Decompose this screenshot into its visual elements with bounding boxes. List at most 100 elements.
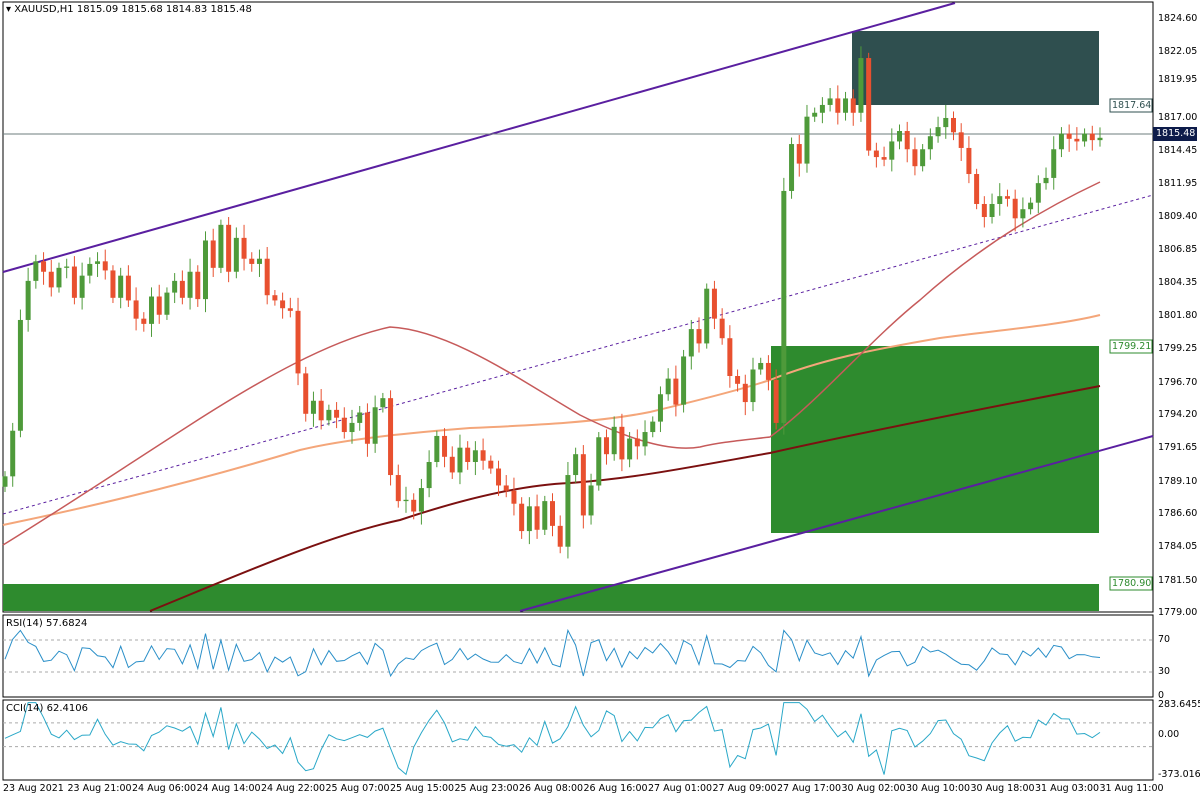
candle-bear — [550, 501, 555, 526]
price-tick-label: 1822.05 — [1158, 46, 1198, 58]
channel-mid-line — [2, 194, 1154, 515]
candle-bull — [573, 454, 579, 476]
candle-bear — [966, 147, 972, 175]
demand-zone-upper[interactable] — [771, 346, 1099, 533]
candle-bull — [935, 127, 941, 137]
price-tick-label: 1806.85 — [1158, 244, 1198, 256]
price-tick-label: 1784.05 — [1158, 541, 1198, 553]
candle-bear — [395, 475, 401, 502]
candle-bear — [364, 412, 370, 444]
candle-bull — [781, 190, 787, 423]
candle-bear — [958, 132, 964, 148]
time-tick-label: 26 Aug 08:00 — [519, 783, 584, 794]
candle-bull — [920, 149, 926, 167]
candle-bear — [1004, 196, 1010, 199]
time-tick-label: 30 Aug 02:00 — [841, 783, 906, 794]
time-tick-label: 30 Aug 18:00 — [970, 783, 1035, 794]
candle-bull — [202, 240, 208, 300]
candle-bull — [87, 263, 93, 276]
candle-bull — [1097, 137, 1103, 141]
candle-bull — [25, 280, 31, 320]
candle-bear — [765, 362, 771, 380]
cci-levels — [3, 722, 1153, 748]
candle-bull — [819, 104, 825, 113]
candle-bear — [796, 144, 802, 164]
candle-bull — [989, 203, 995, 218]
candle-bull — [426, 462, 432, 489]
candle-bear — [241, 237, 247, 259]
price-tag-1817 — [1109, 98, 1153, 113]
price-tag-1780 — [1109, 576, 1153, 591]
candle-bull — [650, 421, 656, 433]
symbol-icon: ▾ — [6, 4, 12, 15]
candle-bear — [334, 409, 340, 418]
candle-bull — [1043, 177, 1049, 184]
candle-bull — [118, 275, 124, 298]
candle-bear — [1074, 138, 1080, 142]
candle-bull — [657, 394, 663, 422]
channel-upper-line[interactable] — [2, 2, 956, 273]
rsi-line — [4, 628, 1101, 678]
candle-bull — [64, 266, 70, 268]
candle-bull — [33, 261, 39, 281]
channel-lower-line[interactable] — [519, 435, 1154, 612]
price-tick-label: 1789.10 — [1158, 475, 1198, 487]
time-tick-label: 24 Aug 06:00 — [132, 783, 197, 794]
candle-bear — [519, 503, 525, 532]
candle-bull — [472, 450, 478, 463]
candle-bear — [41, 261, 47, 272]
ohlc-label: 1815.09 1815.68 1814.83 1815.48 — [76, 4, 252, 15]
candle-bull — [789, 144, 795, 191]
candle-bull — [457, 447, 463, 473]
candle-bear — [102, 261, 108, 271]
time-tick-label: 27 Aug 01:00 — [648, 783, 713, 794]
candle-bear — [634, 438, 640, 447]
candle-bull — [611, 426, 617, 455]
candle-bull — [642, 432, 648, 447]
rsi-label: RSI(14) 57.6824 — [6, 618, 88, 629]
time-tick-label: 26 Aug 16:00 — [583, 783, 648, 794]
price-tick-label: 1801.80 — [1158, 310, 1198, 322]
supply-zone[interactable] — [852, 31, 1099, 105]
candle-bear — [974, 174, 980, 204]
candle-bull — [1028, 202, 1034, 210]
time-tick-label: 23 Aug 2021 — [3, 783, 64, 794]
ma-fast-line — [2, 181, 1101, 546]
candle-bull — [665, 378, 671, 395]
candle-bull — [218, 224, 224, 268]
candle-bull — [1035, 183, 1041, 203]
demand-zone-lower[interactable] — [3, 584, 1099, 611]
candle-bull — [1051, 149, 1057, 178]
candle-bull — [172, 280, 178, 293]
candle-bull — [1020, 209, 1026, 219]
candle-bear — [141, 318, 147, 324]
price-tag-1799 — [1109, 339, 1153, 354]
cci-tick-label: 0.00 — [1158, 728, 1180, 740]
candle-bear — [133, 300, 139, 319]
candle-bear — [449, 456, 455, 473]
candle-bull — [17, 319, 23, 431]
price-tick-label: 1817.00 — [1158, 111, 1198, 123]
candle-bear — [411, 499, 417, 512]
candle-bear — [295, 310, 301, 374]
price-tick-label: 1794.20 — [1158, 409, 1198, 421]
candle-bear — [480, 450, 486, 461]
candle-bear — [48, 271, 54, 288]
candle-bear — [341, 417, 347, 433]
candle-bear — [465, 447, 471, 463]
candle-bear — [773, 379, 779, 423]
candle-bear — [742, 383, 748, 403]
candle-bear — [835, 98, 841, 113]
candle-bear — [850, 98, 856, 113]
candle-bear — [735, 376, 741, 384]
time-tick-label: 30 Aug 10:00 — [906, 783, 971, 794]
candle-bear — [272, 295, 278, 301]
candle-bear — [71, 266, 77, 298]
time-tick-label: 31 Aug 03:00 — [1035, 783, 1100, 794]
time-tick-label: 27 Aug 09:00 — [712, 783, 777, 794]
candle-bear — [442, 435, 448, 457]
price-tick-label: 1786.60 — [1158, 508, 1198, 520]
candle-bear — [249, 258, 255, 264]
candle-bear — [711, 288, 717, 319]
